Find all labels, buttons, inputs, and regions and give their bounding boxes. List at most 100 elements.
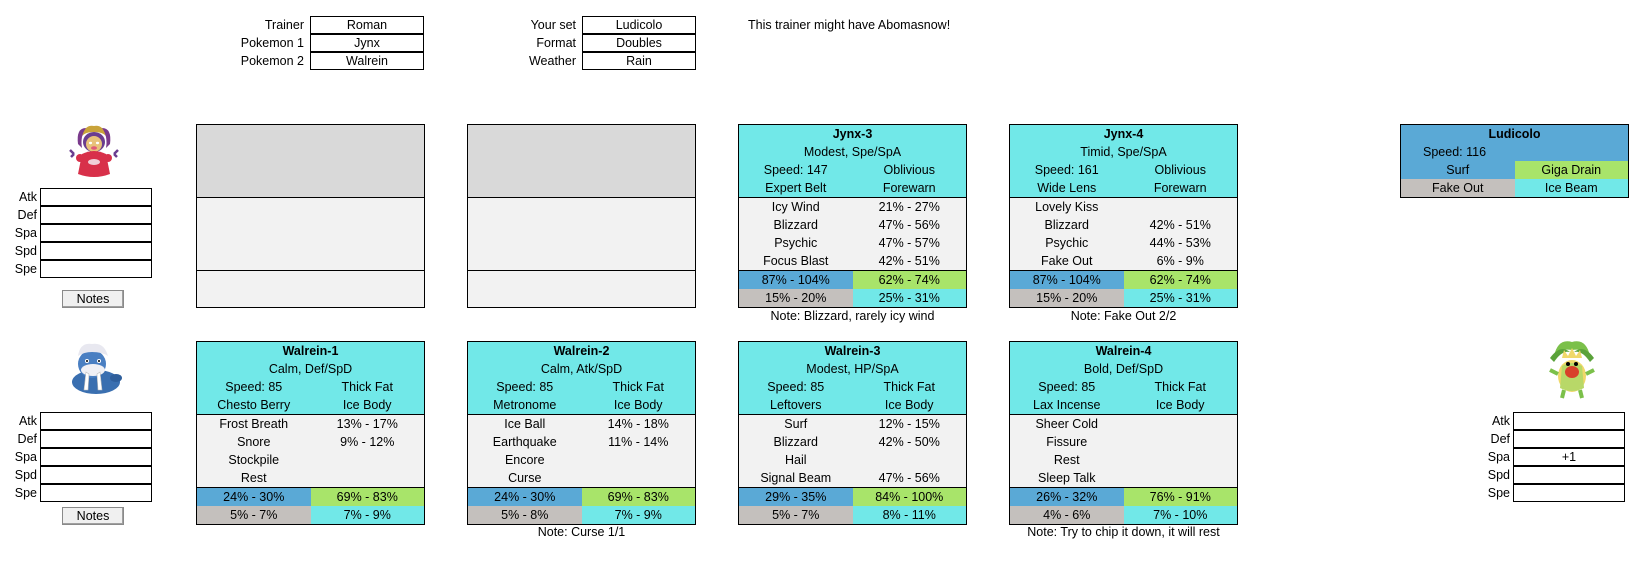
your-set-field[interactable]: Ludicolo	[582, 16, 696, 34]
stat-row-spd: Spd	[0, 465, 152, 484]
move-row: Lovely Kiss	[1010, 198, 1237, 216]
set-ability: Thick Fat	[612, 380, 664, 394]
damage-cell: 24% - 30%	[468, 488, 582, 506]
move-row: Fissure	[1010, 433, 1237, 451]
walrein-sprite-icon	[72, 343, 122, 394]
damage-cell: 62% - 74%	[852, 271, 966, 289]
jynx-sprite-icon	[69, 125, 119, 177]
walrein-set-card: Walrein-2 Calm, Atk/SpD Speed: 85 Thick F…	[467, 341, 696, 525]
jynx-empty-slot-2	[467, 124, 696, 308]
damage-cell: 69% - 83%	[310, 488, 424, 506]
move-row: Focus Blast 42% - 51%	[739, 252, 966, 270]
jynx-notes-button[interactable]: Notes	[62, 290, 124, 308]
damage-cell: 87% - 104%	[1010, 271, 1124, 289]
set-ability-2: Ice Body	[884, 398, 934, 412]
player-def-input[interactable]	[1513, 429, 1625, 448]
move-list: Surf 12% - 15% Blizzard 42% - 50% Hail Sig…	[739, 414, 966, 488]
set-speed: Speed: 147	[763, 163, 828, 177]
move-name: Earthquake	[492, 435, 557, 449]
damage-summary: 87% - 104% 62% - 74% 15% - 20% 25% - 31%	[739, 271, 966, 307]
jynx-spe-input[interactable]	[40, 259, 152, 278]
move-name: Frost Breath	[219, 417, 289, 431]
info-label: Pokemon 1	[240, 36, 304, 50]
walrein-atk-input[interactable]	[40, 412, 152, 430]
info-row-weather: Weather Rain	[502, 51, 696, 70]
damage-cell: 5% - 7%	[197, 506, 311, 524]
jynx-atk-input[interactable]	[40, 188, 152, 206]
info-row-trainer: Trainer Roman	[230, 16, 424, 34]
stat-label: Def	[17, 208, 37, 222]
set-note: Note: Blizzard, rarely icy wind	[770, 309, 935, 323]
pokemon-2-field[interactable]: Walrein	[310, 51, 424, 70]
damage-cell: 5% - 7%	[739, 506, 853, 524]
set-item: Expert Belt	[765, 181, 827, 195]
move-row: Rest	[197, 469, 424, 487]
move-row: Psychic 44% - 53%	[1010, 234, 1237, 252]
jynx-set-card: Jynx-3 Modest, Spe/SpA Speed: 147 Oblivio…	[738, 124, 967, 308]
walrein-set-card: Walrein-3 Modest, HP/SpA Speed: 85 Thick …	[738, 341, 967, 525]
set-note: Note: Try to chip it down, it will rest	[1027, 525, 1220, 539]
damage-cell: 4% - 6%	[1010, 506, 1124, 524]
move-row: Encore	[468, 451, 695, 469]
move-row: Fake Out 6% - 9%	[1010, 252, 1237, 270]
move-name: Fissure	[1046, 435, 1088, 449]
stat-label: Spa	[14, 226, 37, 240]
info-label: Trainer	[264, 18, 304, 32]
player-spd-input[interactable]	[1513, 465, 1625, 484]
walrein-spa-input[interactable]	[40, 447, 152, 466]
move-damage: 44% - 53%	[1149, 236, 1211, 250]
set-name: Walrein-3	[824, 344, 881, 358]
move-row: Sleep Talk	[1010, 469, 1237, 487]
walrein-notes-button[interactable]: Notes	[62, 507, 124, 525]
move-name: Psychic	[1045, 236, 1089, 250]
set-nature: Calm, Def/SpD	[268, 362, 353, 376]
set-speed: Speed: 85	[225, 380, 283, 394]
move-row: Ice Ball 14% - 18%	[468, 415, 695, 433]
damage-cell: 26% - 32%	[1010, 488, 1124, 506]
move-row: Frost Breath 13% - 17%	[197, 415, 424, 433]
player-pokemon-box: Ludicolo Speed: 116 Surf Giga Drain Fake…	[1400, 124, 1629, 198]
walrein-spd-input[interactable]	[40, 465, 152, 484]
stat-row-atk: Atk	[1473, 412, 1625, 430]
set-note: Note: Curse 1/1	[537, 525, 626, 539]
set-item: Leftovers	[770, 398, 822, 412]
jynx-def-input[interactable]	[40, 205, 152, 224]
damage-summary: 24% - 30% 69% - 83% 5% - 7% 7% - 9%	[197, 488, 424, 524]
walrein-set-card: Walrein-4 Bold, Def/SpD Speed: 85 Thick F…	[1009, 341, 1238, 525]
set-ability-2: Forewarn	[1153, 181, 1207, 195]
player-spe-input[interactable]	[1513, 483, 1625, 502]
move-row: Rest	[1010, 451, 1237, 469]
move-row: Snore 9% - 12%	[197, 433, 424, 451]
set-item: Metronome	[493, 398, 557, 412]
set-speed: Speed: 85	[767, 380, 825, 394]
format-field[interactable]: Doubles	[582, 33, 696, 52]
trainer-field[interactable]: Roman	[310, 16, 424, 34]
stat-label: Atk	[18, 414, 37, 428]
walrein-spe-input[interactable]	[40, 483, 152, 502]
set-nature: Modest, HP/SpA	[806, 362, 899, 376]
player-move: Fake Out	[1401, 179, 1515, 197]
move-name: Encore	[504, 453, 545, 467]
player-spa-input[interactable]: +1	[1513, 447, 1625, 466]
move-name: Rest	[1053, 453, 1080, 467]
damage-cell: 7% - 9%	[581, 506, 695, 524]
move-name: Blizzard	[773, 435, 818, 449]
damage-cell: 7% - 9%	[310, 506, 424, 524]
move-name: Hail	[784, 453, 807, 467]
pokemon-1-field[interactable]: Jynx	[310, 33, 424, 52]
damage-cell: 5% - 8%	[468, 506, 582, 524]
info-label: Weather	[528, 54, 576, 68]
move-damage: 6% - 9%	[1156, 254, 1204, 268]
jynx-spa-input[interactable]	[40, 223, 152, 242]
move-damage: 42% - 51%	[1149, 218, 1211, 232]
set-item: Lax Incense	[1033, 398, 1101, 412]
move-damage: 9% - 12%	[340, 435, 395, 449]
move-name: Ice Ball	[504, 417, 546, 431]
jynx-spd-input[interactable]	[40, 241, 152, 260]
set-ability: Thick Fat	[341, 380, 393, 394]
weather-field[interactable]: Rain	[582, 51, 696, 70]
damage-cell: 29% - 35%	[739, 488, 853, 506]
damage-cell: 69% - 83%	[581, 488, 695, 506]
walrein-def-input[interactable]	[40, 429, 152, 448]
player-atk-input[interactable]	[1513, 412, 1625, 430]
